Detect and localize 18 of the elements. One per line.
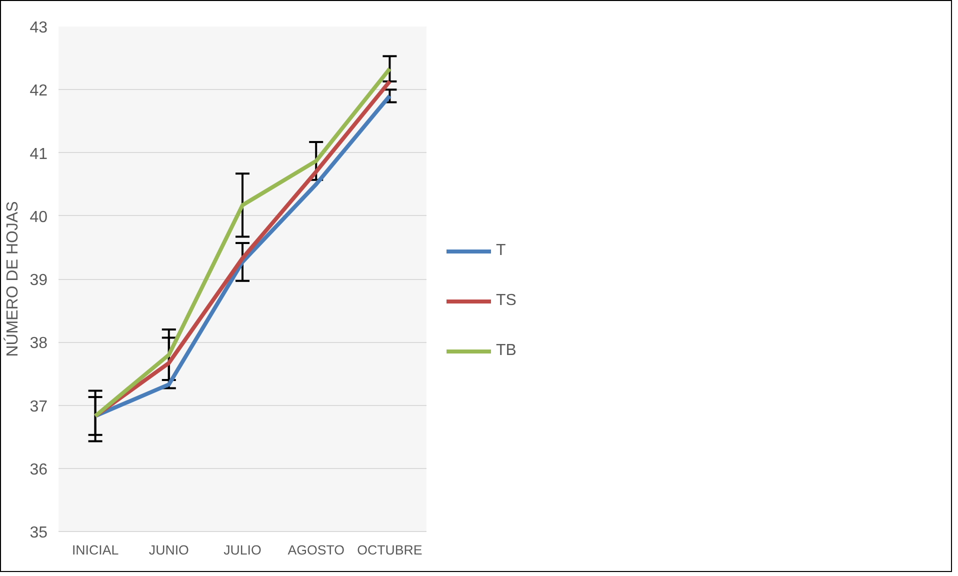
y-tick-label: 42 bbox=[30, 82, 48, 100]
y-tick-label: 35 bbox=[30, 524, 48, 542]
x-tick-label: JULIO bbox=[224, 542, 262, 558]
y-axis-title: NÚMERO DE HOJAS bbox=[4, 201, 22, 357]
y-tick-label: 41 bbox=[30, 146, 48, 163]
legend-label: TB bbox=[496, 342, 516, 360]
legend-label: TS bbox=[496, 292, 516, 310]
x-tick-label: OCTUBRE bbox=[357, 542, 422, 558]
y-tick-label: 43 bbox=[30, 20, 48, 36]
legend-label: T bbox=[496, 242, 507, 260]
y-tick-label: 37 bbox=[30, 398, 48, 416]
x-tick-label: INICIAL bbox=[72, 542, 119, 558]
y-tick-label: 38 bbox=[30, 335, 48, 352]
x-tick-label: JUNIO bbox=[148, 542, 189, 558]
x-tick-label: AGOSTO bbox=[288, 542, 344, 558]
y-tick-label: 36 bbox=[30, 461, 48, 478]
y-tick-label: 40 bbox=[30, 208, 48, 226]
y-tick-label: 39 bbox=[30, 272, 48, 289]
